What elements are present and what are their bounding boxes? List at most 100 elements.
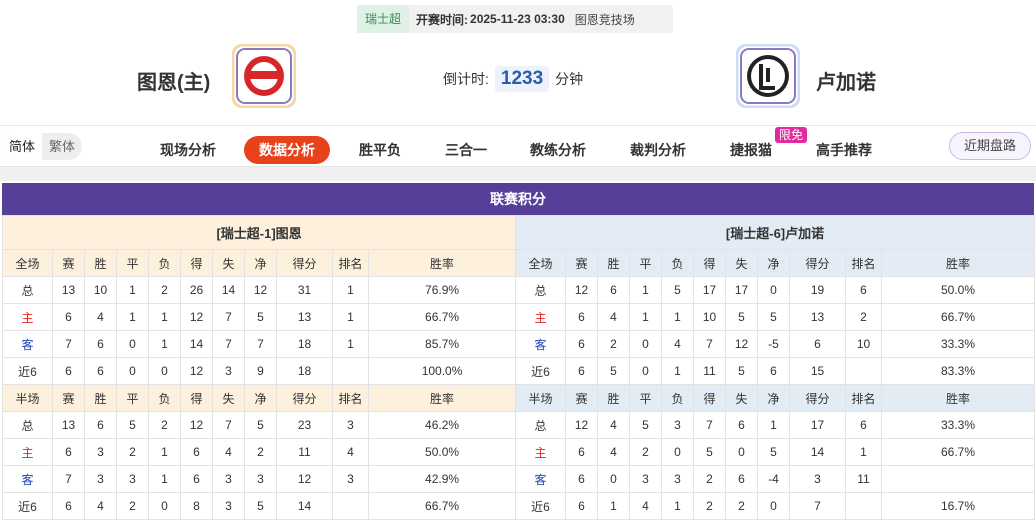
cell: 11 — [845, 465, 882, 493]
cell: 6 — [52, 492, 85, 520]
header-row: 全场赛胜平负得失净得分 排名 胜率 — [2, 249, 517, 277]
cell: 5 — [661, 276, 694, 304]
cell: 6 — [565, 465, 598, 493]
cell: 2 — [244, 438, 277, 466]
cell: 5 — [693, 438, 726, 466]
cell: 5 — [244, 492, 277, 520]
cell: 7 — [52, 330, 85, 358]
cell: 6 — [565, 357, 598, 385]
cell: 6 — [84, 357, 117, 385]
cell: 50.0% — [880, 276, 1036, 304]
column-header: 负 — [148, 249, 181, 277]
cell: 3 — [332, 465, 369, 493]
column-header: 得 — [693, 384, 726, 412]
nav-tab[interactable]: 捷报猫 — [730, 142, 772, 158]
row-label: 主 — [515, 303, 566, 331]
nav-tab-active[interactable]: 数据分析 — [244, 136, 330, 164]
row-label: 总 — [515, 411, 566, 439]
cell: 0 — [148, 357, 181, 385]
cell: 26 — [180, 276, 213, 304]
cell: 31 — [276, 276, 333, 304]
column-header: 失 — [725, 384, 758, 412]
row-label: 近6 — [515, 357, 566, 385]
column-header: 平 — [116, 249, 149, 277]
league[interactable]: 瑞士超 — [357, 5, 410, 33]
cell: 0 — [148, 492, 181, 520]
column-header: 失 — [725, 249, 758, 277]
nav-tab[interactable]: 教练分析 — [530, 142, 586, 158]
cell: 5 — [244, 303, 277, 331]
cell: 100.0% — [367, 357, 517, 385]
lang-option[interactable]: 繁体 — [48, 139, 75, 154]
cell: 0 — [116, 330, 149, 358]
cell: 3 — [661, 411, 694, 439]
column-header: 净 — [757, 249, 790, 277]
home-logo[interactable] — [232, 44, 296, 108]
nav-tab[interactable]: 高手推荐 — [816, 142, 872, 158]
cell: 6 — [180, 465, 213, 493]
cell: 5 — [597, 357, 630, 385]
column-header: 赛 — [52, 249, 85, 277]
nav-tab[interactable]: 三合一 — [445, 142, 487, 158]
cell: 7 — [789, 492, 846, 520]
recent-odds-button[interactable]: 近期盘路 — [949, 132, 1031, 160]
cell: 11 — [693, 357, 726, 385]
lang-option[interactable]: 简体 — [2, 133, 42, 160]
cell: 5 — [757, 438, 790, 466]
cell: 12 — [244, 276, 277, 304]
countdown: 倒计时: 1233 分钟 — [443, 66, 583, 92]
nav-tab[interactable]: 裁判分析 — [630, 142, 686, 158]
cell — [845, 492, 882, 520]
column-header: 排名 — [332, 384, 369, 412]
cell: 4 — [597, 411, 630, 439]
cell: 4 — [212, 438, 245, 466]
cell: 11 — [276, 438, 333, 466]
cell: 16.7% — [880, 492, 1036, 520]
cell: 3 — [629, 465, 662, 493]
cell: 42.9% — [367, 465, 517, 493]
column-header: 全场 — [515, 249, 566, 277]
column-header: 排名 — [332, 249, 369, 277]
cell: 12 — [725, 330, 758, 358]
cell: 12 — [565, 411, 598, 439]
cell: 1 — [661, 492, 694, 520]
column-header: 平 — [629, 384, 662, 412]
cell: 2 — [116, 492, 149, 520]
cell: 3 — [789, 465, 846, 493]
cell: 2 — [845, 303, 882, 331]
cell: 1 — [629, 276, 662, 304]
data-row: 客 7 6 0 1 14 7 7 18 1 85.7% — [2, 330, 517, 358]
cell: 6 — [52, 303, 85, 331]
column-header: 净 — [757, 384, 790, 412]
countdown-unit: 分钟 — [555, 71, 584, 87]
row-label: 客 — [515, 330, 566, 358]
home-team[interactable]: 图恩(主) — [137, 72, 211, 94]
cell: 12 — [180, 357, 213, 385]
nav-tab[interactable]: 现场分析 — [160, 142, 216, 158]
column-header: 负 — [148, 384, 181, 412]
column-header: 失 — [212, 384, 245, 412]
cell: 0 — [725, 438, 758, 466]
column-header: 半场 — [2, 384, 53, 412]
cell: 2 — [725, 492, 758, 520]
nav-tab[interactable]: 胜平负 — [359, 142, 401, 158]
cell — [880, 465, 1036, 493]
away-team[interactable]: 卢加诺 — [816, 72, 876, 94]
column-header: 平 — [629, 249, 662, 277]
cell — [332, 492, 369, 520]
cell: 1 — [661, 357, 694, 385]
cell: 18 — [276, 357, 333, 385]
column-header: 胜 — [84, 384, 117, 412]
cell: 0 — [661, 438, 694, 466]
column-header: 胜 — [84, 249, 117, 277]
away-logo[interactable] — [736, 44, 800, 108]
row-label: 总 — [2, 276, 53, 304]
row-label: 客 — [515, 465, 566, 493]
column-header: 赛 — [565, 249, 598, 277]
title-row: [瑞士超-6]卢加诺 — [514, 215, 1036, 250]
data-row: 总 12 4 5 3 7 6 1 17 6 33.3% — [515, 411, 1036, 439]
column-header: 得分 — [276, 249, 333, 277]
cell: 0 — [629, 330, 662, 358]
cell: 6 — [565, 492, 598, 520]
cell: 3 — [244, 465, 277, 493]
